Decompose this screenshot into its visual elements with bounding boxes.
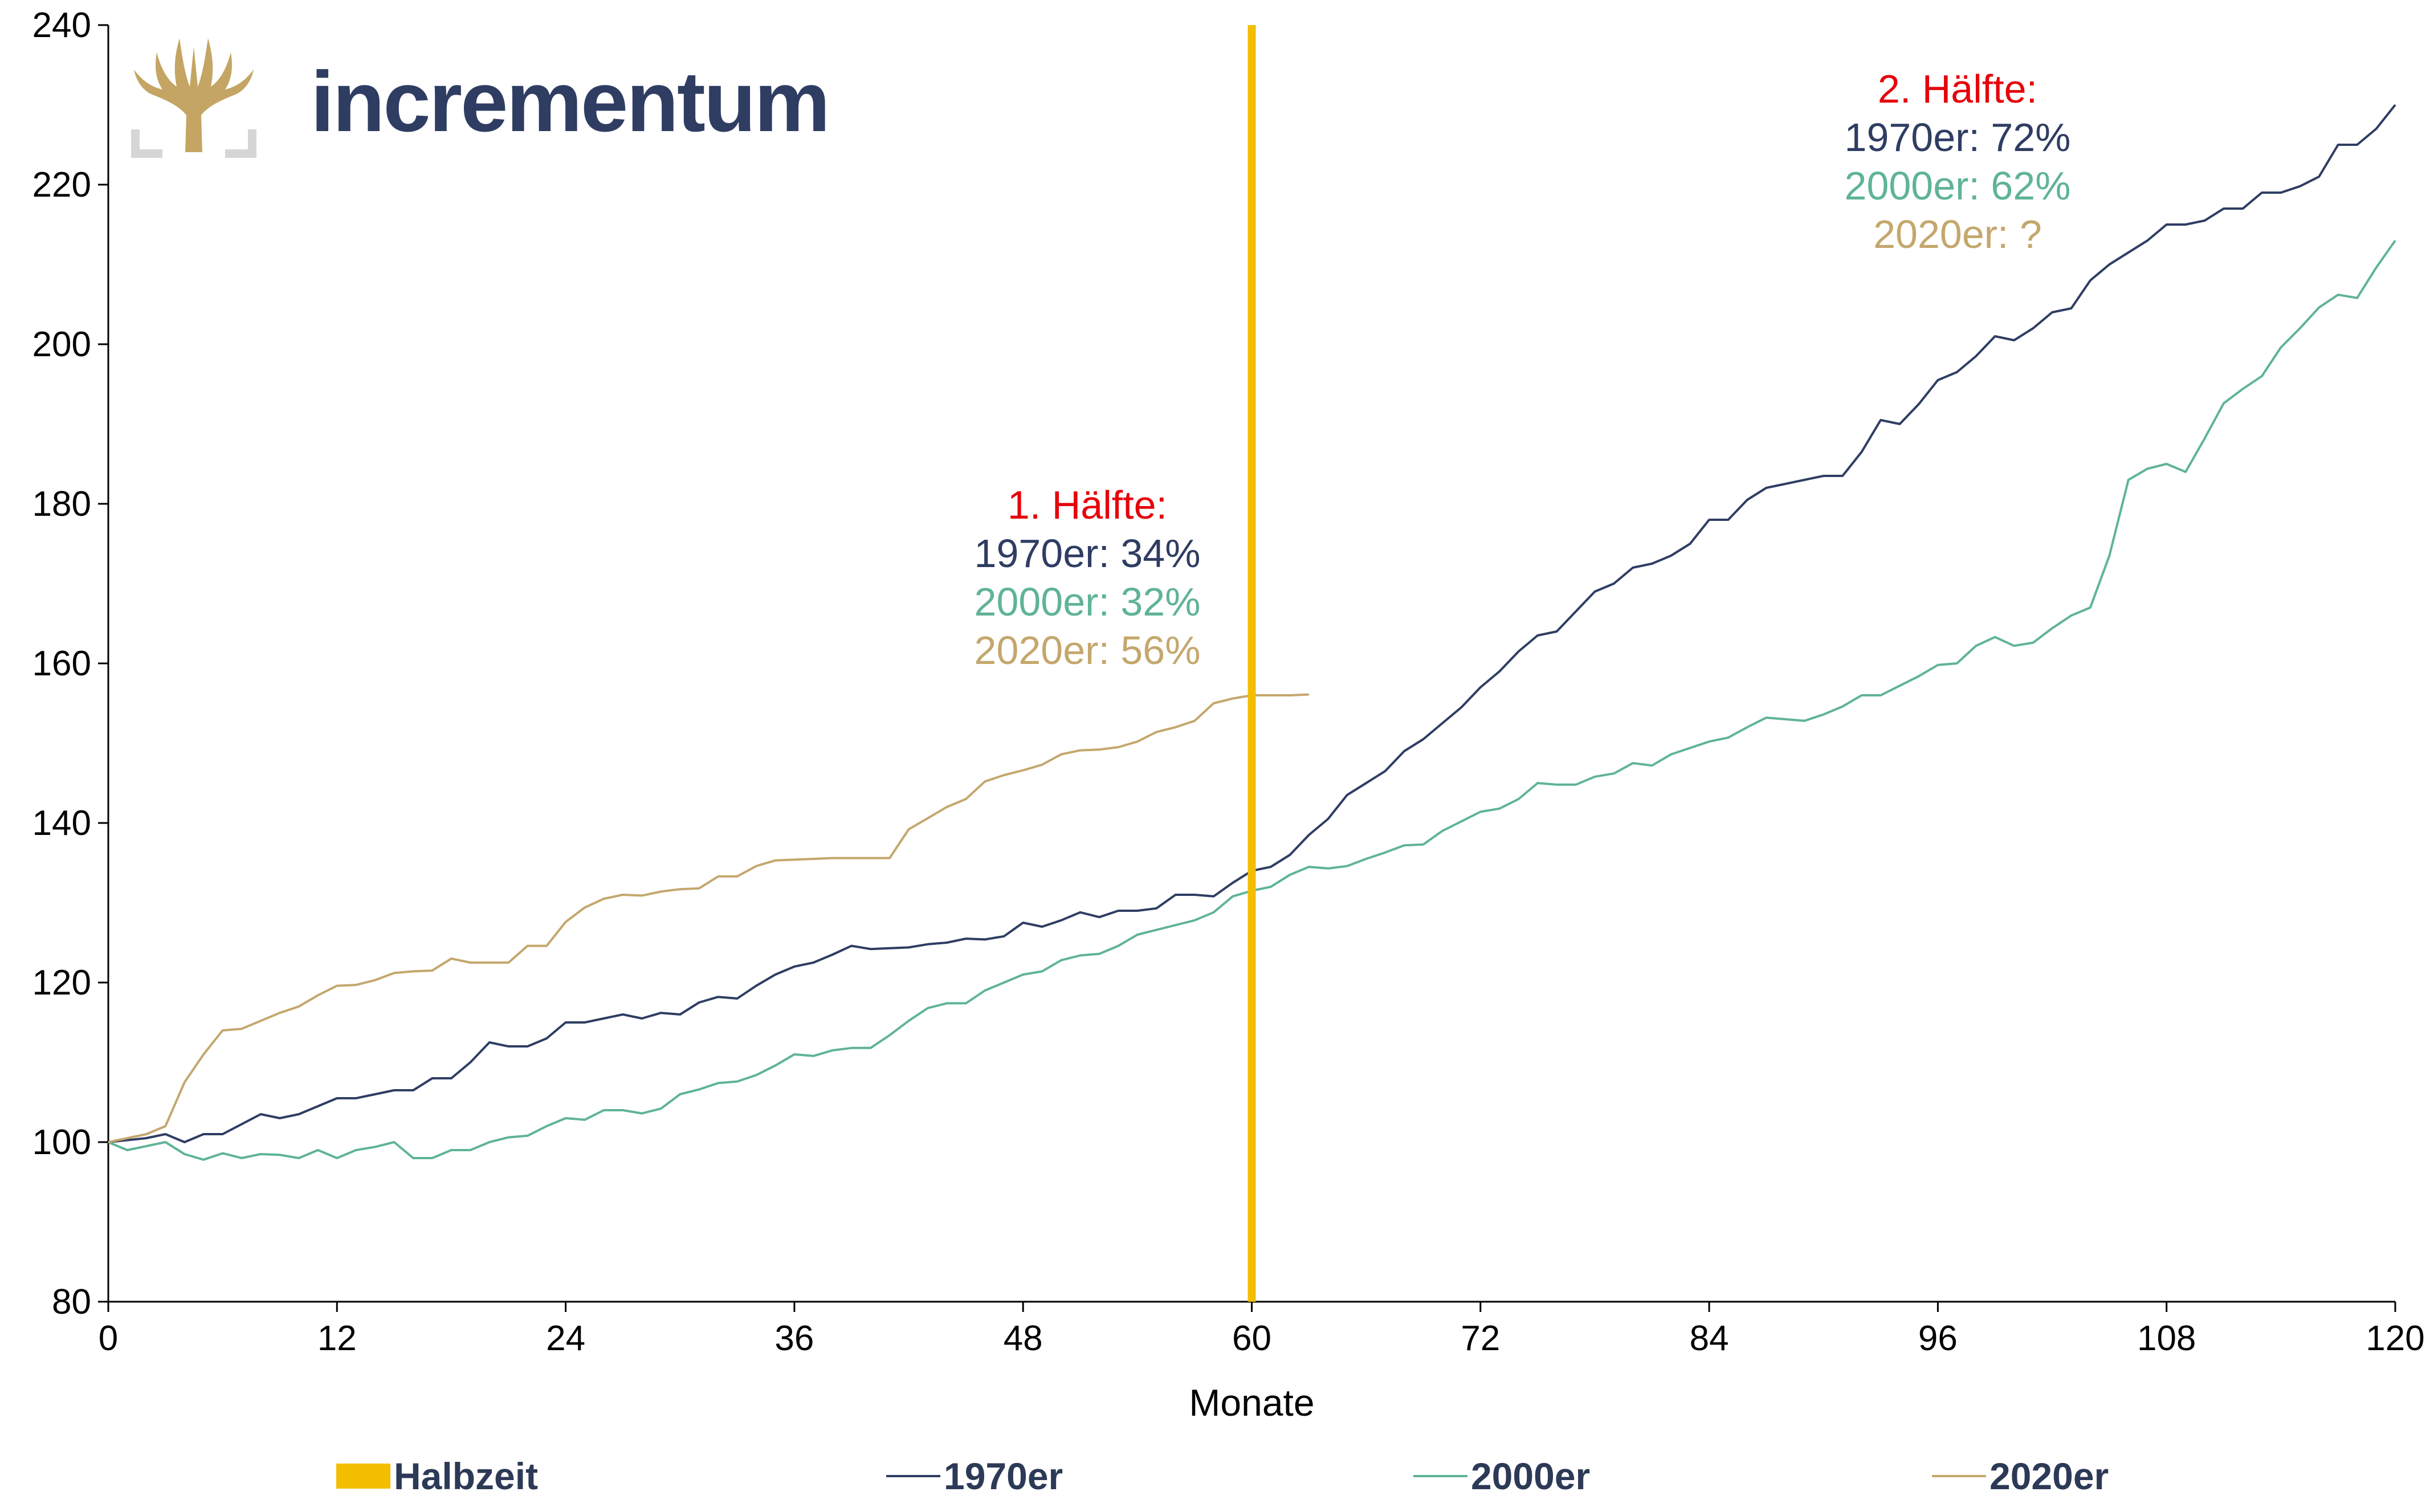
y-axis-ticks: 80 100 120 140 160 180 200 220 240 xyxy=(32,6,108,1322)
y-tick-label: 80 xyxy=(52,1282,91,1322)
x-tick-label: 36 xyxy=(774,1319,814,1358)
annotation-first-title: 1. Hälfte: xyxy=(1008,483,1167,527)
legend-label-halbzeit: Halbzeit xyxy=(394,1455,539,1497)
y-tick-label: 180 xyxy=(32,484,91,524)
tree-logo-icon xyxy=(131,38,256,158)
annotation-first-1970: 1970er: 34% xyxy=(975,531,1201,576)
annotation-second-title: 2. Hälfte: xyxy=(1878,67,2037,111)
legend-label-2020er: 2020er xyxy=(1989,1455,2109,1497)
y-tick-label: 120 xyxy=(32,963,91,1002)
x-tick-label: 12 xyxy=(317,1319,357,1358)
x-tick-label: 96 xyxy=(1918,1319,1958,1358)
legend-swatch-halbzeit xyxy=(336,1464,390,1489)
annotation-first-2020: 2020er: 56% xyxy=(975,628,1201,673)
legend-item-2000er: 2000er xyxy=(1413,1448,1590,1505)
y-tick-label: 100 xyxy=(32,1123,91,1162)
legend-swatch-1970er xyxy=(886,1475,940,1477)
x-axis-ticks: 0 12 24 36 48 60 72 84 96 108 120 xyxy=(99,1302,2425,1358)
incrementum-logo: incrementum xyxy=(128,30,841,161)
x-axis-title: Monate xyxy=(1189,1381,1314,1424)
y-tick-label: 240 xyxy=(32,6,91,45)
legend: Halbzeit 1970er 2000er 2020er xyxy=(0,1448,2434,1510)
y-tick-label: 140 xyxy=(32,804,91,843)
legend-item-2020er: 2020er xyxy=(1932,1448,2109,1505)
logo-wordmark: incrementum xyxy=(311,54,830,149)
y-tick-label: 160 xyxy=(32,644,91,683)
legend-item-1970er: 1970er xyxy=(886,1448,1063,1505)
legend-swatch-2000er xyxy=(1413,1475,1467,1477)
x-tick-label: 72 xyxy=(1461,1319,1500,1358)
x-tick-label: 0 xyxy=(99,1319,118,1358)
legend-item-halbzeit: Halbzeit xyxy=(336,1448,538,1505)
annotation-second-2020: 2020er: ? xyxy=(1873,212,2042,256)
series-line-2020er xyxy=(108,693,1309,1143)
legend-swatch-2020er xyxy=(1932,1475,1986,1477)
inflation-chart: 80 100 120 140 160 180 200 220 240 0 12 24 36 48 60 72… xyxy=(32,6,2425,1424)
x-tick-label: 48 xyxy=(1004,1319,1043,1358)
x-tick-label: 60 xyxy=(1232,1319,1271,1358)
y-tick-label: 220 xyxy=(32,165,91,205)
series-line-1970er xyxy=(108,104,2396,1143)
annotation-second-half: 2. Hälfte: 1970er: 72% 2000er: 62% 2020e… xyxy=(1845,67,2071,256)
annotation-first-2000: 2000er: 32% xyxy=(975,580,1201,624)
annotation-first-half: 1. Hälfte: 1970er: 34% 2000er: 32% 2020e… xyxy=(975,483,1201,673)
annotation-second-2000: 2000er: 62% xyxy=(1845,164,2071,208)
legend-label-1970er: 1970er xyxy=(944,1455,1063,1497)
annotation-second-1970: 1970er: 72% xyxy=(1845,115,2071,160)
y-tick-label: 200 xyxy=(32,325,91,364)
x-tick-label: 108 xyxy=(2137,1319,2196,1358)
x-tick-label: 120 xyxy=(2366,1319,2424,1358)
legend-label-2000er: 2000er xyxy=(1471,1455,1591,1497)
x-tick-label: 84 xyxy=(1690,1319,1729,1358)
x-tick-label: 24 xyxy=(546,1319,585,1358)
